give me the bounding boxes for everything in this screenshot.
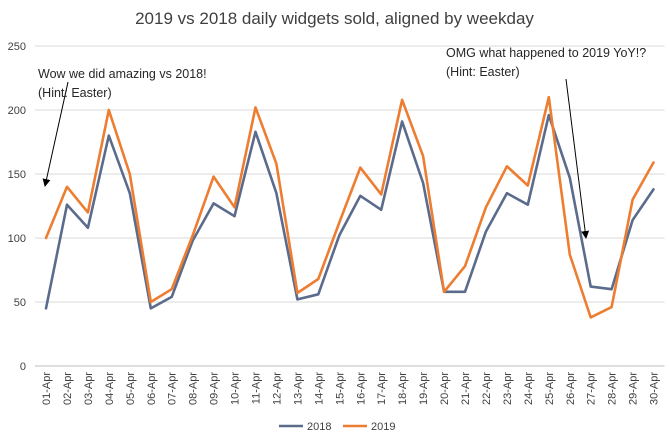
- x-tick-label: 23-Apr: [502, 372, 514, 405]
- x-tick-label: 06-Apr: [146, 372, 158, 405]
- x-tick-label: 08-Apr: [188, 372, 200, 405]
- annotation-line: (Hint: Easter): [446, 65, 520, 79]
- x-tick-label: 12-Apr: [271, 372, 283, 405]
- legend-label: 2018: [307, 421, 331, 433]
- x-tick-label: 11-Apr: [251, 372, 263, 405]
- annotations: Wow we did amazing vs 2018! (Hint: Easter…: [38, 46, 646, 239]
- x-tick-label: 25-Apr: [544, 372, 556, 405]
- x-tick-label: 15-Apr: [334, 372, 346, 405]
- series-lines: [44, 95, 655, 319]
- x-tick-label: 22-Apr: [481, 372, 493, 405]
- y-tick-label: 200: [8, 105, 26, 117]
- y-tick-label: 50: [14, 297, 26, 309]
- x-tick-label: 19-Apr: [418, 372, 430, 405]
- x-tick-label: 03-Apr: [83, 372, 95, 405]
- annotation-line: (Hint: Easter): [38, 86, 112, 100]
- legend-label: 2019: [371, 421, 395, 433]
- x-tick-label: 30-Apr: [649, 372, 661, 405]
- x-tick-label: 02-Apr: [62, 372, 74, 405]
- x-tick-label: 01-Apr: [41, 372, 53, 405]
- x-tick-label: 20-Apr: [439, 372, 451, 405]
- x-tick-label: 29-Apr: [628, 372, 640, 405]
- x-tick-label: 24-Apr: [523, 372, 535, 405]
- x-tick-label: 10-Apr: [230, 372, 242, 405]
- annotation-line: Wow we did amazing vs 2018!: [38, 67, 207, 81]
- x-tick-label: 17-Apr: [376, 372, 388, 405]
- annotation-arrow: [42, 81, 69, 187]
- y-tick-label: 100: [8, 233, 26, 245]
- y-tick-label: 150: [8, 169, 26, 181]
- y-tick-label: 250: [8, 41, 26, 53]
- x-tick-label: 16-Apr: [355, 372, 367, 405]
- x-tick-label: 09-Apr: [209, 372, 221, 405]
- legend: 2018 2019: [279, 421, 395, 433]
- y-axis: 0 50 100 150 200 250: [8, 41, 26, 373]
- x-tick-label: 26-Apr: [565, 372, 577, 405]
- x-tick-label: 21-Apr: [460, 372, 472, 405]
- annotation-line: OMG what happened to 2019 YoY!?: [446, 46, 646, 60]
- x-tick-label: 04-Apr: [104, 372, 116, 405]
- annotation-arrow: [565, 78, 590, 239]
- series-line-2019: [44, 95, 655, 319]
- x-tick-label: 05-Apr: [125, 372, 137, 405]
- chart-title: 2019 vs 2018 daily widgets sold, aligned…: [135, 9, 534, 28]
- x-tick-label: 13-Apr: [292, 372, 304, 405]
- x-tick-label: 07-Apr: [167, 372, 179, 405]
- annotation-text: Wow we did amazing vs 2018! (Hint: Easter…: [38, 67, 207, 100]
- y-tick-label: 0: [20, 361, 26, 373]
- x-axis: 01-Apr 02-Apr 03-Apr 04-Apr 05-Apr 06-Apr 07-A…: [35, 365, 665, 405]
- x-tick-label: 27-Apr: [586, 372, 598, 405]
- x-tick-label: 14-Apr: [313, 372, 325, 405]
- x-tick-label: 28-Apr: [607, 372, 619, 405]
- x-tick-label: 18-Apr: [397, 372, 409, 405]
- annotation-text: OMG what happened to 2019 YoY!? (Hint: Ea…: [446, 46, 646, 79]
